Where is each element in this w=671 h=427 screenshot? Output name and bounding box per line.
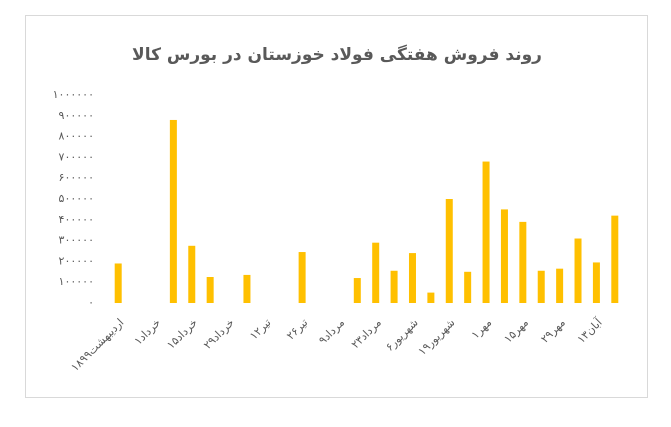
bar	[592, 262, 600, 303]
bar	[500, 209, 508, 303]
bar	[114, 263, 122, 303]
bar	[169, 119, 177, 304]
bar	[390, 270, 398, 303]
y-tick-label: ۳۰۰۰۰۰	[59, 234, 94, 247]
y-tick-label: ۰	[88, 296, 94, 309]
bar	[445, 199, 453, 303]
bar	[611, 215, 619, 303]
y-tick-label: ۸۰۰۰۰۰	[59, 130, 94, 143]
bar	[556, 268, 564, 303]
y-tick-label: ۵۰۰۰۰۰	[59, 192, 94, 205]
bar	[427, 292, 435, 303]
bar	[372, 242, 380, 303]
bar	[482, 161, 490, 303]
bar	[464, 271, 472, 303]
chart-border	[25, 15, 648, 398]
bar	[188, 245, 196, 303]
bar	[574, 238, 582, 303]
bar	[298, 252, 306, 303]
bar	[243, 274, 251, 303]
y-tick-label: ۶۰۰۰۰۰	[59, 171, 94, 184]
y-tick-label: ۱۰۰۰۰۰	[59, 275, 94, 288]
chart-title: روند فروش هفتگی فولاد خوزستان در بورس کا…	[132, 44, 542, 65]
bar	[537, 270, 545, 303]
y-tick-label: ۴۰۰۰۰۰	[59, 213, 94, 226]
y-tick-label: ۹۰۰۰۰۰	[59, 109, 94, 122]
bar	[206, 277, 214, 303]
y-tick-label: ۷۰۰۰۰۰	[59, 150, 94, 163]
bar	[408, 253, 416, 303]
bar	[519, 221, 527, 303]
y-tick-label: ۲۰۰۰۰۰	[59, 254, 94, 267]
bar	[353, 278, 361, 303]
y-tick-label: ۱۰۰۰۰۰۰	[53, 88, 94, 101]
